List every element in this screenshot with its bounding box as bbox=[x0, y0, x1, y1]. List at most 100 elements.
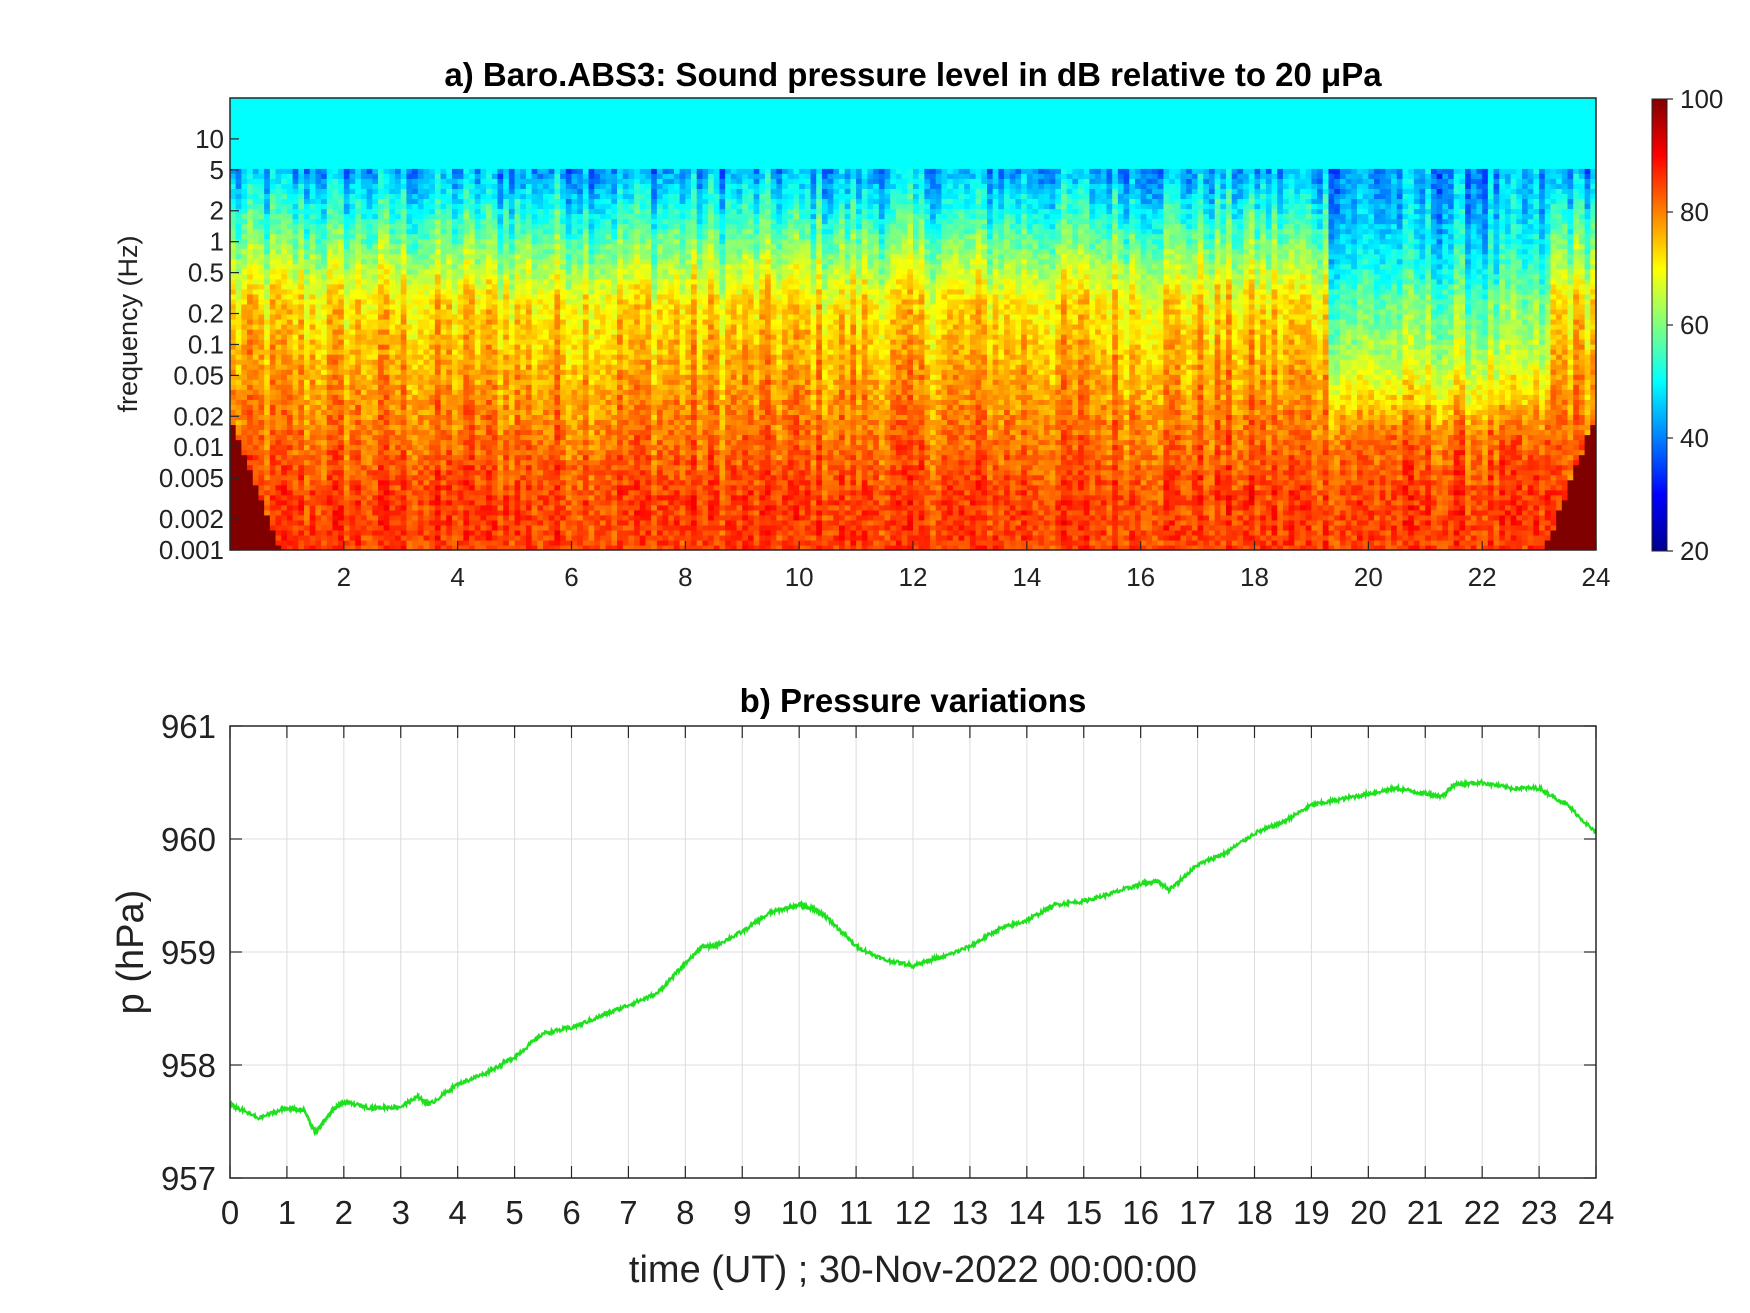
heatmap-cell bbox=[543, 339, 549, 345]
heatmap-cell bbox=[332, 495, 338, 501]
heatmap-cell bbox=[458, 490, 464, 496]
heatmap-cell bbox=[281, 203, 287, 209]
heatmap-cell bbox=[515, 294, 521, 300]
heatmap-cell bbox=[304, 158, 310, 164]
heatmap-cell bbox=[463, 450, 469, 456]
heatmap-cell bbox=[355, 173, 361, 179]
heatmap-cell bbox=[515, 128, 521, 134]
heatmap-cell bbox=[236, 183, 242, 189]
heatmap-cell bbox=[515, 254, 521, 260]
heatmap-cell bbox=[532, 219, 538, 225]
heatmap-cell bbox=[372, 349, 378, 355]
heatmap-cell bbox=[310, 394, 316, 400]
heatmap-cell bbox=[304, 168, 310, 174]
heatmap-cell bbox=[315, 183, 321, 189]
heatmap-cell bbox=[293, 384, 299, 390]
heatmap-cell bbox=[247, 198, 253, 204]
heatmap-cell bbox=[435, 414, 441, 420]
heatmap-cell bbox=[475, 445, 481, 451]
heatmap-cell bbox=[424, 219, 430, 225]
heatmap-cell bbox=[338, 374, 344, 380]
heatmap-cell bbox=[236, 284, 242, 290]
heatmap-cell bbox=[498, 168, 504, 174]
heatmap-cell bbox=[418, 364, 424, 370]
heatmap-cell bbox=[276, 369, 282, 375]
heatmap-cell bbox=[429, 264, 435, 270]
heatmap-cell bbox=[350, 173, 356, 179]
heatmap-cell bbox=[401, 294, 407, 300]
heatmap-cell bbox=[327, 153, 333, 159]
heatmap-cell bbox=[287, 424, 293, 430]
heatmap-cell bbox=[520, 284, 526, 290]
heatmap-cell bbox=[406, 460, 412, 466]
heatmap-cell bbox=[332, 324, 338, 330]
heatmap-cell bbox=[424, 389, 430, 395]
heatmap-cell bbox=[321, 354, 327, 360]
heatmap-cell bbox=[389, 455, 395, 461]
heatmap-cell bbox=[236, 404, 242, 410]
heatmap-cell bbox=[532, 173, 538, 179]
heatmap-cell bbox=[406, 419, 412, 425]
heatmap-cell bbox=[344, 148, 350, 154]
heatmap-cell bbox=[253, 128, 259, 134]
heatmap-cell bbox=[480, 224, 486, 230]
heatmap-cell bbox=[310, 279, 316, 285]
heatmap-cell bbox=[281, 138, 287, 144]
heatmap-cell bbox=[372, 234, 378, 240]
heatmap-cell bbox=[384, 203, 390, 209]
heatmap-cell bbox=[236, 339, 242, 345]
heatmap-cell bbox=[276, 264, 282, 270]
heatmap-cell bbox=[492, 158, 498, 164]
heatmap-cell bbox=[526, 404, 532, 410]
heatmap-cell bbox=[315, 374, 321, 380]
heatmap-cell bbox=[503, 234, 509, 240]
heatmap-cell bbox=[526, 505, 532, 511]
heatmap-cell bbox=[253, 309, 259, 315]
heatmap-cell bbox=[475, 359, 481, 365]
heatmap-cell bbox=[378, 389, 384, 395]
heatmap-cell bbox=[321, 485, 327, 491]
heatmap-cell bbox=[293, 304, 299, 310]
heatmap-cell bbox=[480, 364, 486, 370]
heatmap-cell bbox=[338, 470, 344, 476]
heatmap-cell bbox=[537, 128, 543, 134]
heatmap-cell bbox=[492, 224, 498, 230]
heatmap-cell bbox=[441, 374, 447, 380]
heatmap-cell bbox=[384, 163, 390, 169]
heatmap-cell bbox=[532, 389, 538, 395]
heatmap-cell bbox=[435, 168, 441, 174]
heatmap-cell bbox=[418, 424, 424, 430]
heatmap-cell bbox=[281, 495, 287, 501]
heatmap-cell bbox=[293, 530, 299, 536]
heatmap-cell bbox=[486, 480, 492, 486]
heatmap-cell bbox=[327, 319, 333, 325]
heatmap-cell bbox=[281, 490, 287, 496]
heatmap-cell bbox=[236, 429, 242, 435]
heatmap-cell bbox=[429, 329, 435, 335]
heatmap-cell bbox=[236, 198, 242, 204]
heatmap-cell bbox=[298, 525, 304, 531]
heatmap-cell bbox=[230, 429, 236, 435]
heatmap-cell bbox=[435, 148, 441, 154]
heatmap-cell bbox=[480, 460, 486, 466]
heatmap-cell bbox=[332, 470, 338, 476]
heatmap-cell bbox=[429, 153, 435, 159]
heatmap-cell bbox=[446, 148, 452, 154]
heatmap-cell bbox=[281, 284, 287, 290]
heatmap-cell bbox=[384, 475, 390, 481]
heatmap-cell bbox=[258, 279, 264, 285]
heatmap-cell bbox=[276, 510, 282, 516]
heatmap-cell bbox=[463, 249, 469, 255]
heatmap-cell bbox=[367, 450, 373, 456]
heatmap-cell bbox=[293, 414, 299, 420]
heatmap-cell bbox=[418, 324, 424, 330]
heatmap-cell bbox=[469, 419, 475, 425]
heatmap-cell bbox=[395, 495, 401, 501]
heatmap-cell bbox=[298, 334, 304, 340]
heatmap-cell bbox=[458, 203, 464, 209]
heatmap-cell bbox=[270, 349, 276, 355]
heatmap-cell bbox=[401, 249, 407, 255]
heatmap-cell bbox=[367, 153, 373, 159]
heatmap-cell bbox=[332, 434, 338, 440]
heatmap-cell bbox=[361, 158, 367, 164]
